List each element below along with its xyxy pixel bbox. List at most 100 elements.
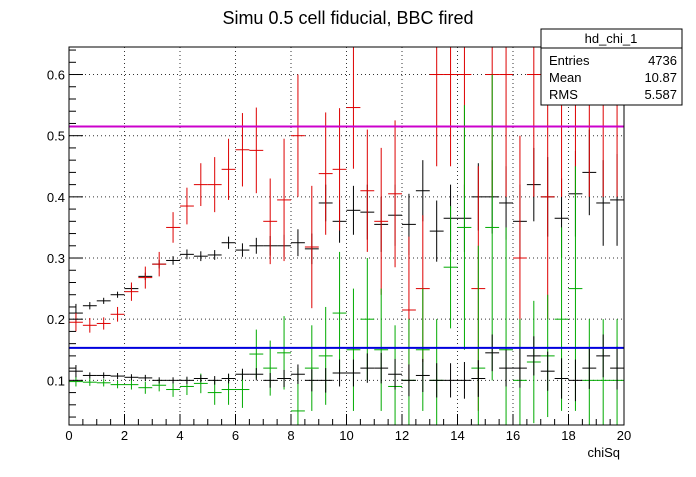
data-point [166, 382, 180, 397]
data-point [374, 352, 389, 384]
data-point [332, 108, 347, 231]
data-point [69, 365, 83, 378]
data-point [180, 187, 194, 225]
data-point [415, 160, 430, 222]
data-point [263, 178, 278, 265]
data-point [82, 372, 97, 379]
data-point [291, 74, 305, 197]
data-point [221, 373, 236, 384]
data-point [96, 372, 111, 379]
data-point [207, 376, 222, 385]
stats-box-frame [540, 28, 683, 106]
data-point [291, 229, 305, 257]
data-point [110, 306, 125, 322]
y-tick-label: 0.6 [47, 68, 65, 83]
y-tick-label: 0.4 [47, 190, 65, 205]
y-tick-label: 0.5 [47, 129, 65, 144]
data-point [443, 206, 458, 329]
data-point [221, 236, 236, 249]
data-point [346, 47, 361, 169]
data-point [499, 47, 513, 197]
data-point [166, 256, 180, 265]
data-point [193, 251, 208, 262]
chart-title: Simu 0.5 cell fiducial, BBC fired [222, 8, 473, 28]
data-point [166, 377, 180, 384]
data-point [291, 364, 305, 385]
data-point [596, 334, 611, 378]
x-tick-label: 0 [65, 428, 72, 443]
x-tick-label: 10 [339, 428, 353, 443]
data-point [110, 291, 125, 298]
data-point [332, 359, 347, 387]
data-point [69, 376, 83, 387]
data-point [82, 302, 97, 310]
data-point [152, 377, 167, 384]
series-1 [69, 47, 624, 411]
data-point [554, 358, 569, 399]
data-point [277, 369, 291, 388]
data-point [346, 359, 361, 387]
data-point [249, 368, 264, 381]
data-point [180, 376, 194, 385]
stats-rms-value: 5.587 [644, 87, 677, 102]
x-tick-label: 8 [287, 428, 294, 443]
axes-layer: 0 2 4 6 8 10 12 14 16 18 20 0.1 0.2 0.3 0.4 0.5 0.6 [47, 49, 631, 443]
data-point [318, 368, 333, 393]
data-point [235, 243, 250, 257]
data-point [332, 251, 347, 375]
data-point [207, 250, 222, 260]
data-point [443, 47, 458, 167]
data-point [360, 129, 375, 252]
stats-box: hd_chi_1 Entries 4736 Mean 10.87 RMS 5.5… [540, 28, 683, 106]
data-point [415, 358, 430, 392]
data-point [471, 360, 486, 397]
x-axis-label: chiSq [587, 445, 620, 460]
data-point [429, 363, 444, 398]
data-point [374, 147, 389, 295]
data-point [499, 349, 513, 387]
data-point [138, 374, 153, 381]
y-tick-label: 0.2 [47, 312, 65, 327]
y-tick-label: 0.1 [47, 373, 65, 388]
data-point [235, 113, 250, 187]
data-point [610, 346, 624, 390]
data-point [207, 157, 222, 213]
stats-rms-label: RMS [549, 87, 578, 102]
data-point [526, 47, 541, 197]
stats-mean-value: 10.87 [644, 70, 677, 85]
data-point [152, 251, 167, 277]
data-point [388, 120, 402, 268]
data-point [346, 185, 361, 235]
x-tick-label: 14 [450, 428, 464, 443]
data-point [82, 378, 97, 386]
data-point [304, 369, 319, 392]
data-point [138, 266, 153, 289]
x-tick-label: 6 [232, 428, 239, 443]
data-point [235, 368, 250, 380]
data-point [513, 348, 527, 388]
x-tick-label: 18 [561, 428, 575, 443]
data-point [318, 112, 333, 235]
data-point [568, 359, 583, 402]
data-point [346, 288, 361, 411]
data-point [221, 138, 236, 200]
data-point [249, 107, 264, 194]
reference-lines-layer [69, 125, 624, 349]
data-point [429, 47, 444, 167]
data-point [304, 185, 319, 309]
data-point [96, 297, 111, 304]
x-tick-label: 2 [121, 428, 128, 443]
stats-entries-label: Entries [549, 53, 590, 68]
series-layer [69, 47, 624, 425]
data-point [124, 374, 139, 381]
data-point [485, 74, 500, 381]
x-tick-label: 20 [617, 428, 631, 443]
data-point [540, 74, 555, 320]
data-point [96, 317, 111, 330]
data-point [457, 105, 472, 350]
data-point [69, 313, 83, 332]
data-point [485, 334, 500, 372]
data-point [457, 362, 472, 399]
